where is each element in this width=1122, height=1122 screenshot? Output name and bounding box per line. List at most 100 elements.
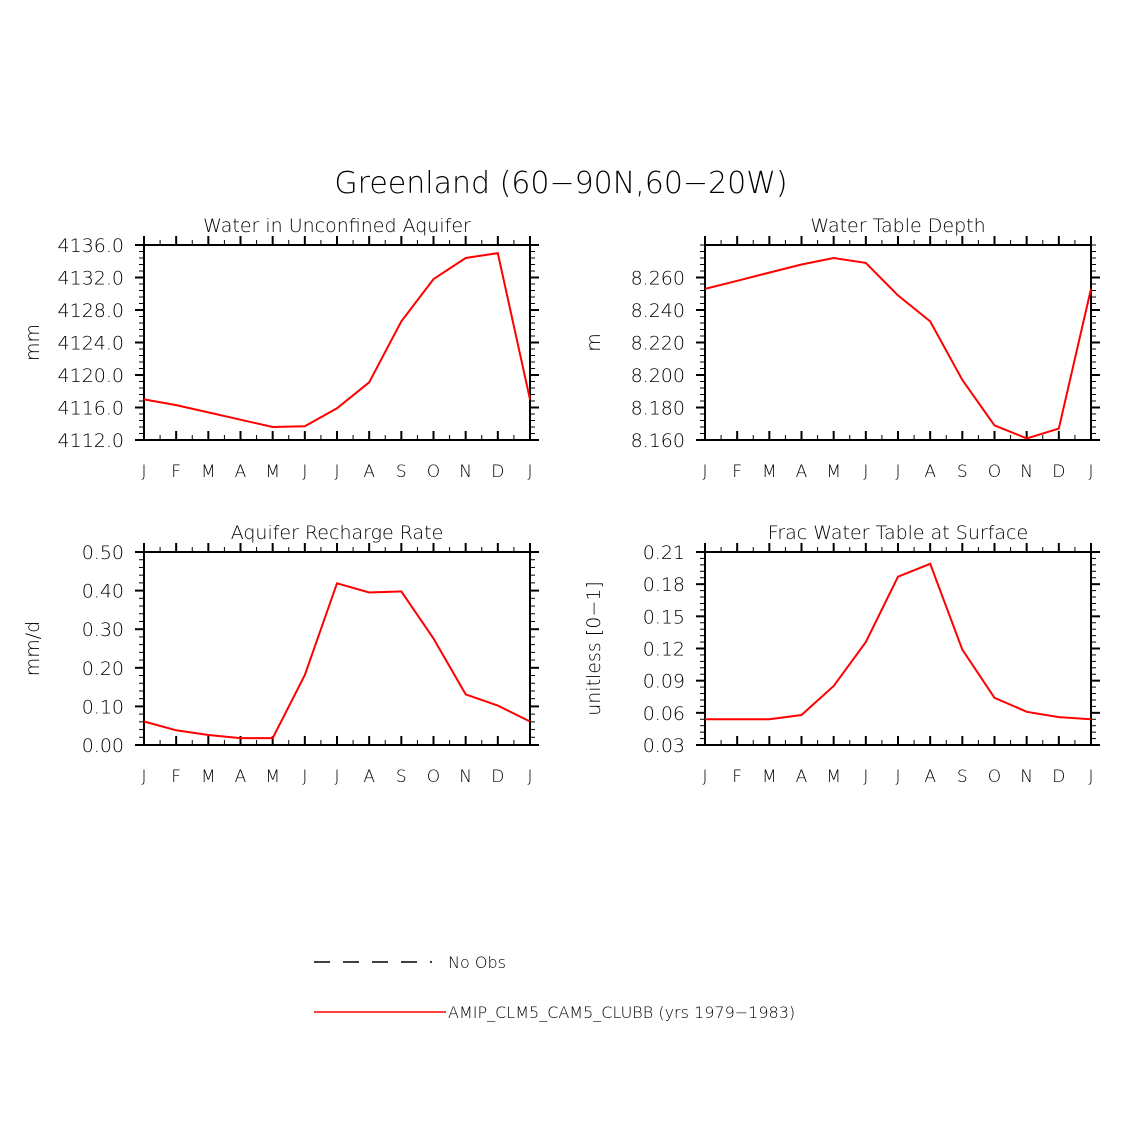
x-tick-label: M xyxy=(826,462,841,482)
x-tick-label: J xyxy=(302,767,307,787)
x-tick-label: J xyxy=(141,767,146,787)
x-tick-label: J xyxy=(527,767,532,787)
x-tick-label: S xyxy=(396,767,407,787)
y-tick-label: 0.00 xyxy=(82,735,124,757)
x-tick-label: A xyxy=(924,462,936,482)
y-tick-label: 0.20 xyxy=(82,658,124,680)
y-tick-label: 0.06 xyxy=(643,703,685,725)
x-tick-label: J xyxy=(141,462,146,482)
x-tick-label: J xyxy=(895,462,900,482)
x-tick-label: J xyxy=(702,462,707,482)
panel-title: Frac Water Table at Surface xyxy=(768,522,1028,544)
legend-label-model: AMIP_CLM5_CAM5_CLUBB (yrs 1979−1983) xyxy=(448,1003,795,1022)
plot-frame xyxy=(704,551,1092,746)
legend: No Obs AMIP_CLM5_CAM5_CLUBB (yrs 1979−19… xyxy=(314,953,795,1022)
y-tick-label: 4120.0 xyxy=(58,365,124,387)
x-tick-label: S xyxy=(957,462,968,482)
y-tick-label: 8.200 xyxy=(631,365,685,387)
y-tick-label: 4116.0 xyxy=(58,398,124,420)
x-tick-label: F xyxy=(732,462,742,482)
y-axis-label: mm xyxy=(22,324,44,361)
series-line-1 xyxy=(143,582,531,740)
legend-label-no-obs: No Obs xyxy=(448,953,506,972)
y-tick-label: 0.18 xyxy=(643,574,685,596)
x-tick-label: J xyxy=(1088,767,1093,787)
x-tick-label: J xyxy=(863,767,868,787)
y-axis-label: unitless [0−1] xyxy=(583,581,605,716)
x-tick-label: A xyxy=(796,462,808,482)
series-line-1 xyxy=(705,562,1092,721)
x-tick-label: A xyxy=(924,767,936,787)
panel-title: Water Table Depth xyxy=(810,215,985,237)
x-tick-label: M xyxy=(201,462,216,482)
y-tick-label: 8.160 xyxy=(631,430,685,452)
y-tick-label: 0.30 xyxy=(82,619,124,641)
x-tick-label: N xyxy=(459,462,472,482)
y-tick-label: 0.15 xyxy=(643,606,685,628)
x-tick-label: A xyxy=(363,767,375,787)
y-tick-label: 8.240 xyxy=(631,300,685,322)
x-tick-label: O xyxy=(427,462,440,482)
x-tick-label: S xyxy=(957,767,968,787)
x-tick-label: N xyxy=(1020,767,1033,787)
series-line-1 xyxy=(143,251,531,429)
y-tick-label: 0.40 xyxy=(82,581,124,603)
y-tick-label: 0.09 xyxy=(643,671,685,693)
y-tick-label: 0.21 xyxy=(643,542,685,564)
y-tick-label: 4136.0 xyxy=(58,235,124,257)
x-tick-label: N xyxy=(1020,462,1033,482)
y-axis-label: mm/d xyxy=(22,621,44,676)
x-tick-label: J xyxy=(1088,462,1093,482)
x-tick-label: J xyxy=(895,767,900,787)
x-tick-label: J xyxy=(527,462,532,482)
y-tick-label: 4124.0 xyxy=(58,333,124,355)
y-tick-label: 0.12 xyxy=(643,639,685,661)
x-tick-label: J xyxy=(334,767,339,787)
figure-title: Greenland (60−90N,60−20W) xyxy=(334,166,787,201)
x-tick-label: M xyxy=(265,767,280,787)
x-tick-label: M xyxy=(762,767,777,787)
x-tick-label: J xyxy=(334,462,339,482)
x-tick-label: J xyxy=(302,462,307,482)
x-tick-label: A xyxy=(235,767,247,787)
x-tick-label: D xyxy=(491,767,504,787)
x-tick-label: N xyxy=(459,767,472,787)
x-tick-label: M xyxy=(826,767,841,787)
x-tick-label: S xyxy=(396,462,407,482)
x-tick-label: O xyxy=(988,767,1001,787)
y-tick-label: 8.260 xyxy=(631,268,685,290)
x-tick-label: F xyxy=(171,462,181,482)
x-tick-label: A xyxy=(235,462,247,482)
y-tick-label: 8.180 xyxy=(631,398,685,420)
panel-title: Water in Unconfined Aquifer xyxy=(203,215,471,237)
y-tick-label: 4112.0 xyxy=(58,430,124,452)
y-tick-label: 0.50 xyxy=(82,542,124,564)
x-tick-label: M xyxy=(265,462,280,482)
x-tick-label: D xyxy=(1052,767,1065,787)
y-tick-label: 4128.0 xyxy=(58,300,124,322)
x-tick-label: O xyxy=(427,767,440,787)
x-tick-label: O xyxy=(988,462,1001,482)
y-tick-label: 4132.0 xyxy=(58,268,124,290)
y-tick-label: 0.10 xyxy=(82,696,124,718)
y-tick-label: 8.220 xyxy=(631,333,685,355)
x-tick-label: F xyxy=(732,767,742,787)
x-tick-label: J xyxy=(702,767,707,787)
x-tick-label: F xyxy=(171,767,181,787)
x-tick-label: D xyxy=(1052,462,1065,482)
x-tick-label: M xyxy=(762,462,777,482)
y-axis-label: m xyxy=(583,333,605,352)
x-tick-label: A xyxy=(796,767,808,787)
panel-title: Aquifer Recharge Rate xyxy=(231,522,444,544)
y-tick-label: 0.03 xyxy=(643,735,685,757)
series-line-1 xyxy=(704,256,1092,440)
plot-frame xyxy=(143,551,531,746)
x-tick-label: J xyxy=(863,462,868,482)
x-tick-label: A xyxy=(363,462,375,482)
